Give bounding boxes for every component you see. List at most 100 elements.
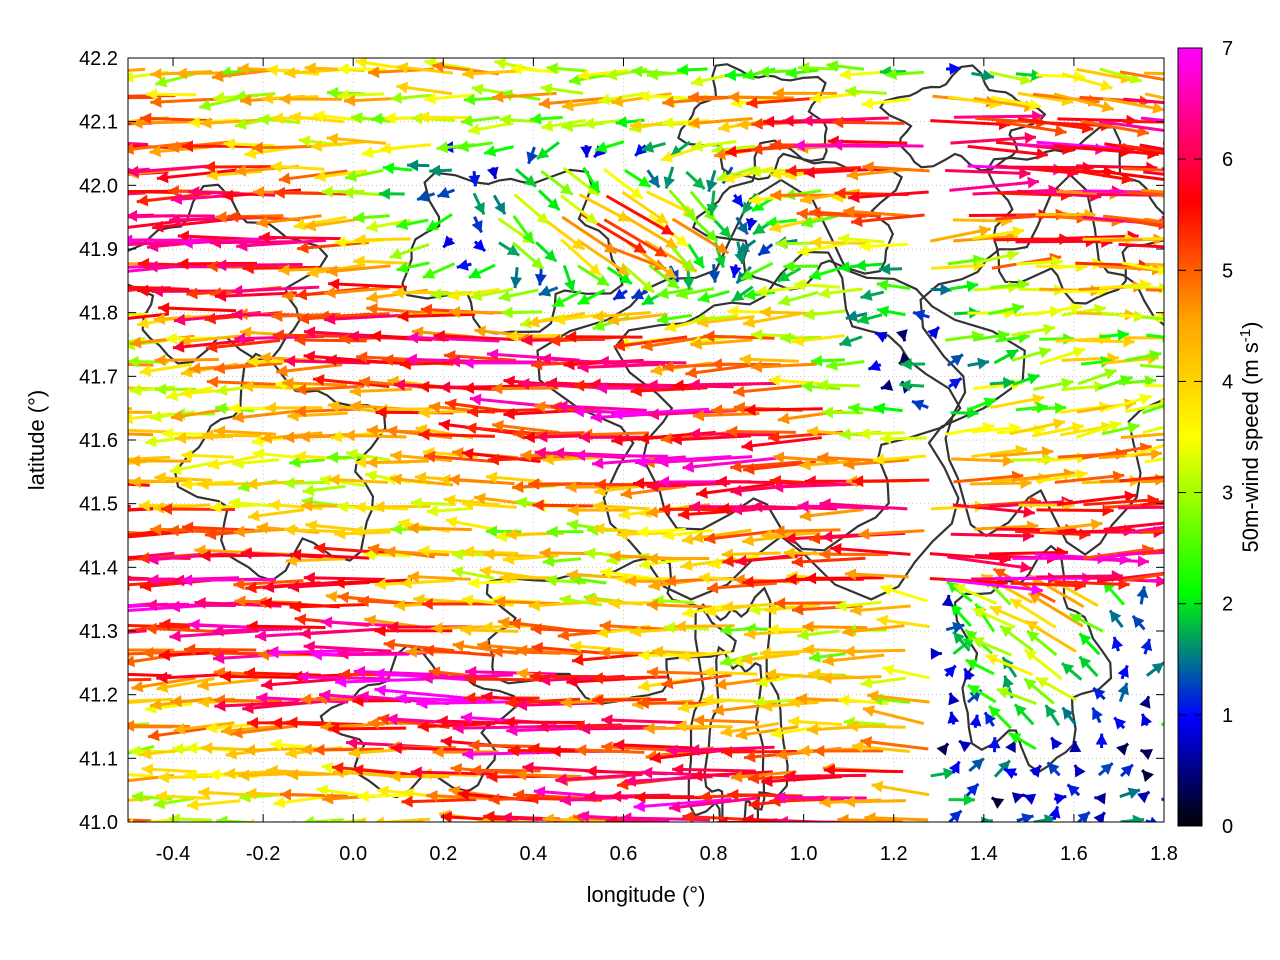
wind-vector <box>215 259 303 272</box>
wind-vector-head <box>1023 505 1035 518</box>
wind-vector-head <box>1111 636 1124 650</box>
wind-vector <box>826 60 865 73</box>
wind-vector-head <box>860 736 873 748</box>
wind-vector-head <box>316 784 329 797</box>
wind-vector-head <box>184 768 196 781</box>
wind-vector <box>350 112 392 125</box>
wind-vector-shaft <box>1140 499 1164 507</box>
wind-vector-head <box>1074 764 1086 778</box>
wind-vector <box>140 112 213 125</box>
wind-vector-head <box>1028 98 1041 111</box>
wind-vector <box>139 362 193 377</box>
wind-vector-head <box>361 146 374 159</box>
wind-vector-head <box>444 350 456 362</box>
wind-vector <box>1075 420 1122 439</box>
wind-vector-head <box>206 375 219 388</box>
colorbar-tick-label: 5 <box>1222 260 1233 282</box>
wind-vector-shaft <box>657 455 753 464</box>
wind-vector <box>1011 323 1056 337</box>
wind-vector-shaft <box>206 379 276 386</box>
colorbar-title-sup: -1 <box>1237 329 1254 342</box>
wind-vector-head <box>719 225 731 238</box>
wind-vector <box>555 772 643 786</box>
wind-vector <box>324 313 410 326</box>
wind-vector <box>1101 169 1164 181</box>
wind-vector-head <box>969 714 982 727</box>
wind-vector-head <box>167 185 179 198</box>
wind-vector-head <box>592 319 606 332</box>
wind-vector-head <box>294 334 306 347</box>
wind-vector-shaft <box>605 194 675 236</box>
wind-vector <box>205 338 281 353</box>
wind-vector-head <box>213 652 225 665</box>
wind-vector-head <box>223 138 235 151</box>
wind-vector <box>778 290 819 307</box>
wind-vector-shaft <box>151 217 234 230</box>
wind-vector-shaft <box>668 796 759 810</box>
wind-vector <box>247 508 305 522</box>
wind-vector-head <box>634 791 646 804</box>
wind-vector <box>613 739 694 752</box>
wind-vector-head <box>572 653 584 666</box>
wind-vector <box>843 795 906 808</box>
wind-vector-head <box>128 165 139 178</box>
wind-vector-head <box>488 793 500 806</box>
wind-vector <box>657 455 753 468</box>
wind-vector-head <box>303 350 316 363</box>
wind-vector <box>755 285 803 298</box>
wind-vector-head <box>128 234 133 247</box>
wind-vector <box>425 213 453 232</box>
wind-vector <box>433 330 516 343</box>
wind-vector-head <box>536 147 550 159</box>
wind-vector-head <box>1140 749 1154 761</box>
wind-vector-head <box>152 220 164 233</box>
wind-vector-head <box>350 112 363 125</box>
wind-vector-head <box>503 407 515 420</box>
wind-vector <box>1008 731 1037 751</box>
wind-vector-head <box>879 263 891 276</box>
wind-vector-shaft <box>1081 145 1159 156</box>
wind-vector <box>128 312 169 320</box>
wind-vector-head <box>1132 814 1145 822</box>
wind-vector-head <box>1141 713 1153 727</box>
wind-vector-shaft <box>577 362 666 370</box>
wind-vector-head <box>364 614 377 627</box>
wind-vector-head <box>215 402 227 415</box>
wind-vector-head <box>985 654 999 666</box>
wind-vector <box>621 190 669 225</box>
wind-vector-head <box>410 766 422 779</box>
wind-vector-shaft <box>832 120 905 125</box>
wind-vector-head <box>189 362 201 375</box>
wind-vector-head <box>1036 147 1048 160</box>
wind-vector-head <box>237 62 249 75</box>
wind-vector-shaft <box>1140 116 1164 122</box>
wind-vector-head <box>1067 784 1080 797</box>
wind-vector-shaft <box>843 458 910 467</box>
wind-vector <box>462 67 521 80</box>
wind-vector-head <box>826 60 839 73</box>
wind-vector <box>395 218 429 231</box>
wind-vector-shaft <box>950 135 1037 145</box>
wind-vector <box>328 722 407 735</box>
wind-vector <box>1104 393 1152 412</box>
wind-vector-shaft <box>205 338 281 350</box>
wind-vector-head <box>685 366 698 379</box>
wind-vector <box>987 705 1013 730</box>
wind-vector-head <box>1004 768 1017 780</box>
wind-vector-head <box>214 699 226 712</box>
wind-vector <box>965 782 980 797</box>
wind-vector-shaft <box>930 119 1011 127</box>
wind-vector <box>845 310 868 322</box>
wind-vector-head <box>197 478 209 491</box>
wind-vector-head <box>538 285 552 297</box>
wind-vector <box>498 241 520 257</box>
wind-vector-head <box>837 813 849 822</box>
wind-vector <box>949 602 972 628</box>
wind-vector-head <box>563 358 575 371</box>
wind-vector-shaft <box>324 313 410 322</box>
wind-vector-head <box>396 218 409 231</box>
wind-vector <box>687 243 706 269</box>
wind-vector-head <box>246 355 258 368</box>
wind-vector <box>946 62 961 75</box>
wind-vector <box>214 289 297 302</box>
